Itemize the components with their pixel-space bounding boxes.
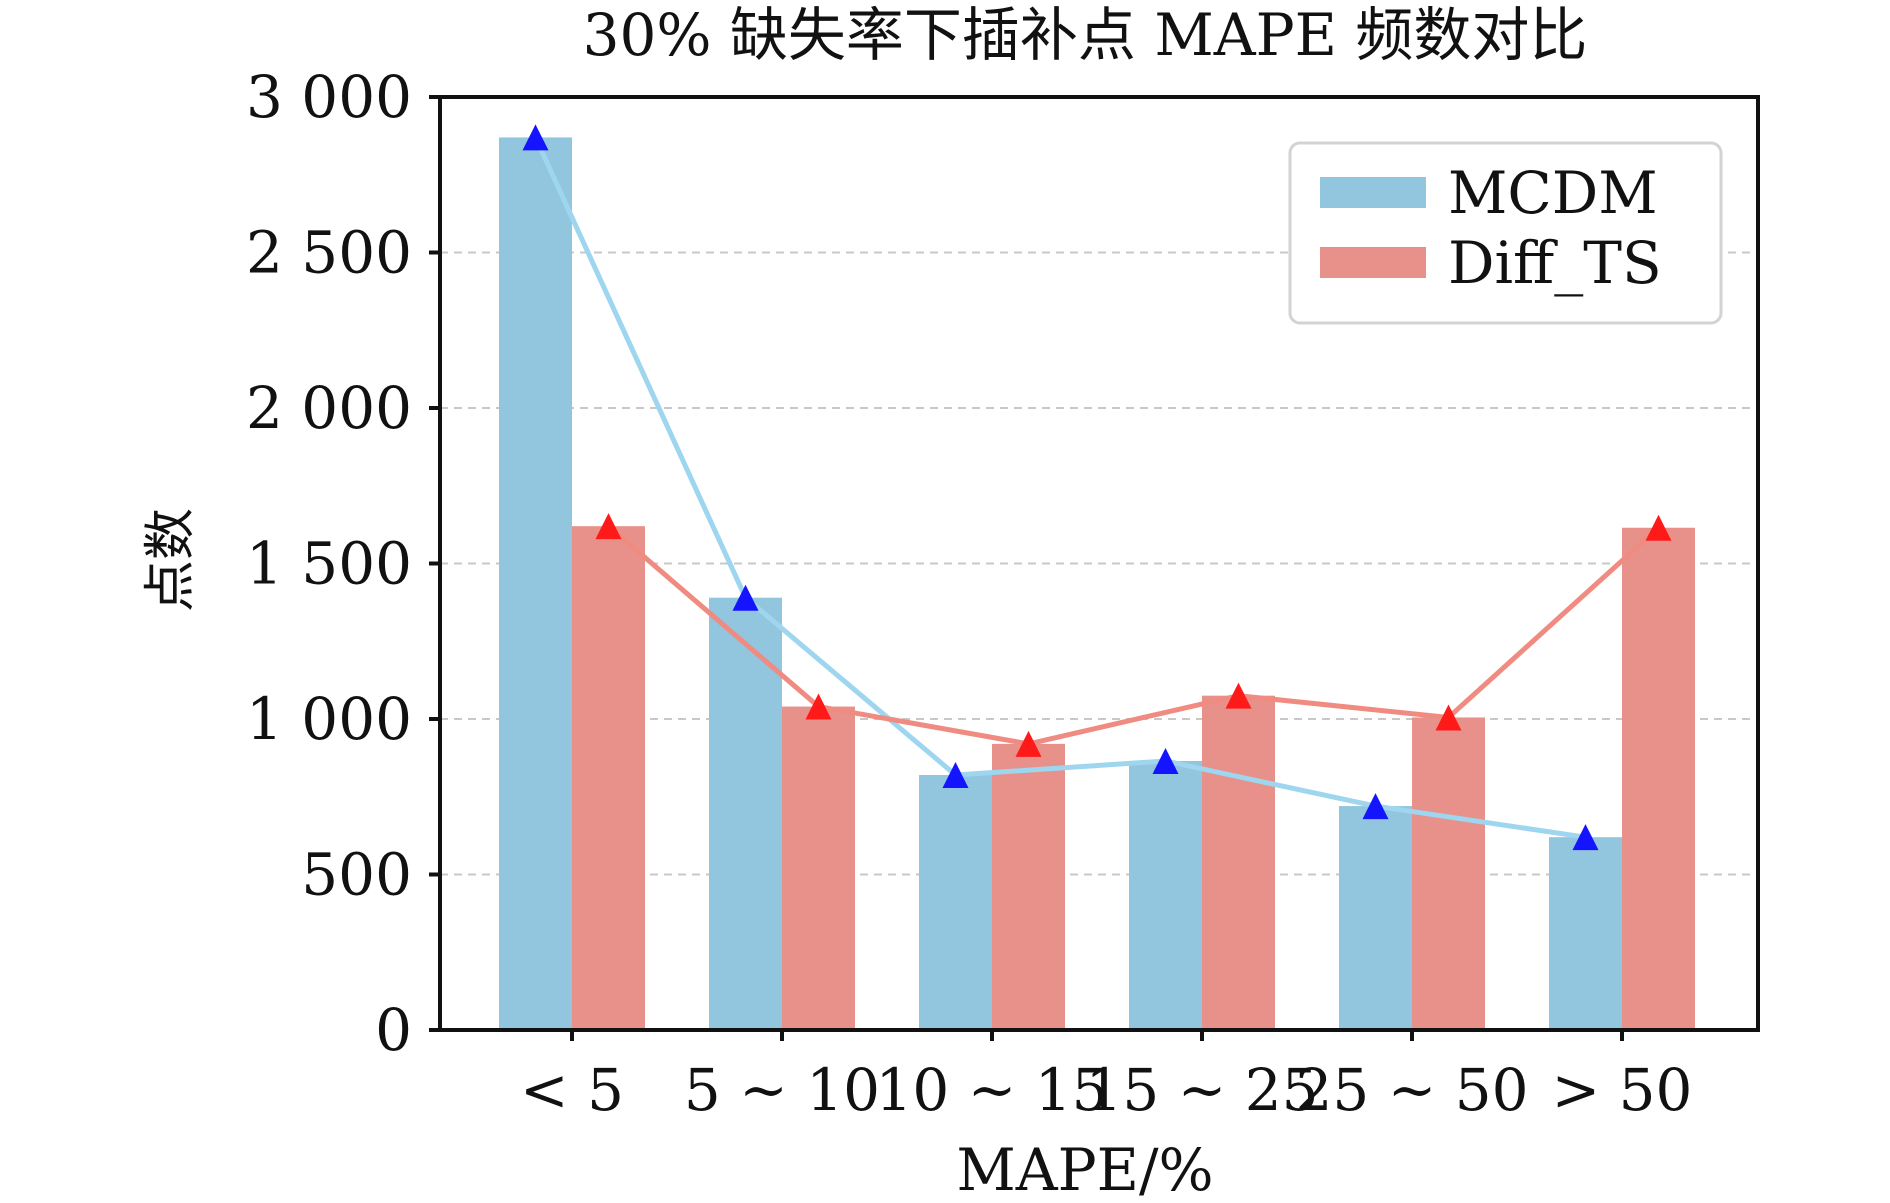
lines-layer <box>533 134 1661 840</box>
legend-label-mcdm: MCDM <box>1448 159 1658 227</box>
bar-mcdm <box>1339 806 1412 1030</box>
marker-diff-ts <box>1435 704 1462 731</box>
marker-diff-ts <box>1015 730 1042 757</box>
bar-mcdm <box>919 774 992 1030</box>
bar-diff-ts <box>572 526 645 1030</box>
bar-mcdm <box>499 137 572 1030</box>
bar-diff-ts <box>1412 717 1485 1030</box>
legend-swatch-mcdm <box>1320 177 1426 208</box>
marker-diff-ts <box>1645 514 1672 541</box>
series-line-diff-ts <box>606 523 1661 747</box>
marker-mcdm <box>1362 793 1389 820</box>
bar-diff-ts <box>782 706 855 1030</box>
marker-diff-ts <box>805 693 832 720</box>
bar-mcdm <box>1129 760 1202 1030</box>
marker-mcdm <box>942 761 969 788</box>
bars-layer <box>499 137 1695 1030</box>
series-line-mcdm <box>533 134 1588 840</box>
x-tick-label: 25 ~ 50 <box>1295 1056 1528 1124</box>
bar-mcdm <box>709 597 782 1030</box>
bar-diff-ts <box>1202 695 1275 1030</box>
y-tick-label: 3 000 <box>246 63 412 131</box>
bar-diff-ts <box>1622 527 1695 1030</box>
marker-mcdm <box>1152 747 1179 774</box>
x-tick-label: 5 ~ 10 <box>684 1056 880 1124</box>
y-tick-label: 2 000 <box>246 374 412 442</box>
y-axis-label: 点数 <box>141 508 201 612</box>
y-tick-label: 2 500 <box>246 219 412 287</box>
chart-title: 30% 缺失率下插补点 MAPE 频数对比 <box>583 1 1588 69</box>
marker-diff-ts <box>595 513 622 540</box>
x-axis-label: MAPE/% <box>956 1136 1213 1203</box>
y-tick-label: 0 <box>375 996 412 1064</box>
marker-diff-ts <box>1225 682 1252 709</box>
x-tick-label: 15 ~ 25 <box>1085 1056 1318 1124</box>
bar-mcdm <box>1549 837 1622 1030</box>
legend: MCDM Diff_TS <box>1288 141 1723 325</box>
markers-layer <box>522 124 1672 851</box>
x-tick-label: < 5 <box>520 1056 624 1124</box>
y-tick-label: 1 500 <box>246 530 412 598</box>
x-tick-label: > 50 <box>1552 1056 1693 1124</box>
x-tick-label: 10 ~ 15 <box>875 1056 1108 1124</box>
bar-diff-ts <box>992 743 1065 1030</box>
legend-swatch-diff-ts <box>1320 247 1426 278</box>
y-tick-label: 500 <box>301 841 412 909</box>
marker-mcdm <box>1572 824 1599 851</box>
marker-mcdm <box>732 584 759 611</box>
y-tick-label: 1 000 <box>246 685 412 753</box>
legend-label-diff-ts: Diff_TS <box>1448 229 1662 297</box>
marker-mcdm <box>522 124 549 151</box>
ticks-layer: 0 500 1 000 1 500 2 000 2 500 3 000 < 5 5 ~ 1010… <box>246 63 1692 1124</box>
